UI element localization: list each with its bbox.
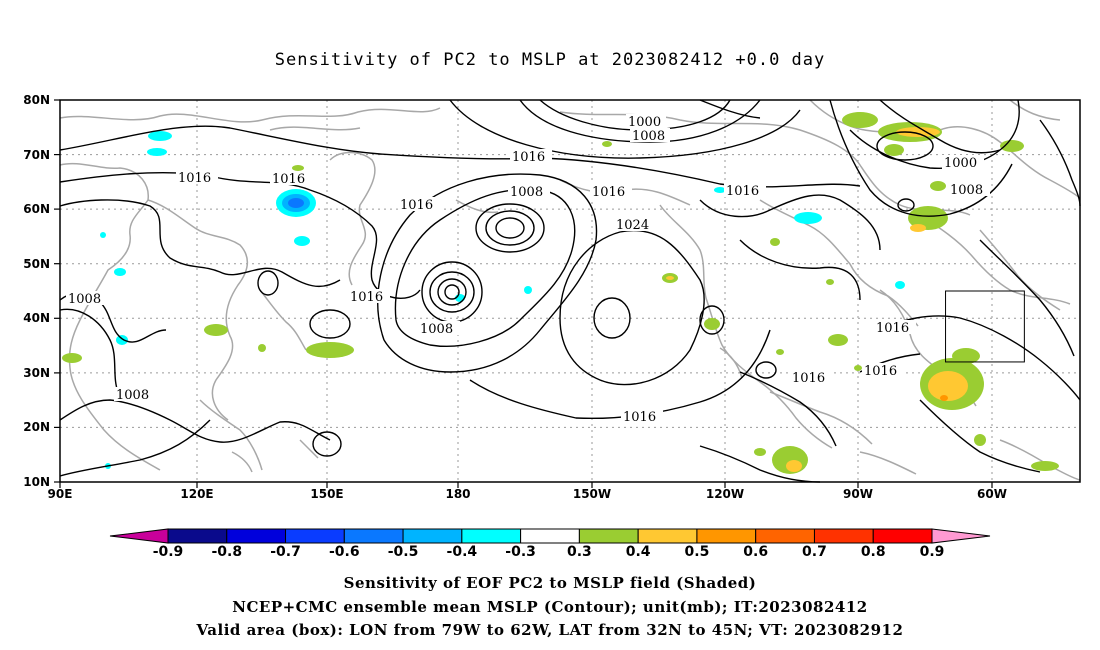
contour-label: 1016 [592,185,625,200]
contour-label: 1024 [616,218,649,233]
colorbar-cell [343,528,404,544]
lon-label: 90W [843,487,873,501]
lon-label: 120W [706,487,744,501]
colorbar-label: 0.8 [861,544,886,560]
colorbar-label: -0.4 [447,544,478,560]
colorbar-label: -0.7 [270,544,301,560]
lat-label: 40N [23,311,50,325]
caption-shaded: Sensitivity of EOF PC2 to MSLP field (Sh… [343,574,757,592]
colorbar-label: 0.7 [802,544,827,560]
colorbar-low-arrow [109,528,169,544]
colorbar-label: -0.9 [153,544,184,560]
lat-label: 80N [23,93,50,107]
colorbar-high-arrow [931,528,991,544]
lat-label: 10N [23,475,50,489]
colorbar-cell [285,528,345,544]
contour-label: 1016 [623,410,656,425]
contour-label: 1008 [68,292,101,307]
contour-label: 1000 [628,115,661,130]
contour-label: 1016 [876,321,909,336]
contour-label: 1016 [512,150,545,165]
colorbar-cell [813,528,874,544]
latitude-labels: 80N 70N 60N 50N 40N 30N 20N 10N [23,93,50,489]
colorbar-cell [167,528,228,544]
lon-label: 90E [48,487,73,501]
contour-label: 1008 [950,183,983,198]
contour-label: 1008 [510,185,543,200]
colorbar-label: -0.3 [505,544,536,560]
lon-label: 60W [977,487,1007,501]
map-plot-area [60,100,1080,482]
lon-label: 150E [310,487,343,501]
colorbar-cell [461,528,522,544]
contour-label: 1016 [792,371,825,386]
contour-label: 1000 [944,156,977,171]
contour-label: 1008 [116,388,149,403]
colorbar-label: -0.6 [329,544,360,560]
lat-label: 50N [23,257,50,271]
colorbar-cell [696,528,757,544]
colorbar-label: 0.9 [920,544,945,560]
contour-label: 1016 [178,171,211,186]
caption-contour: NCEP+CMC ensemble mean MSLP (Contour); u… [232,598,868,616]
colorbar-cell [872,528,933,544]
valid-area-box [945,290,1025,363]
colorbar-cell [578,528,639,544]
lat-label: 60N [23,202,50,216]
colorbar-cell [755,528,815,544]
colorbar-cell [226,528,287,544]
lon-label: 180 [445,487,470,501]
contour-label: 1016 [726,184,759,199]
colorbar-cell [520,528,580,544]
colorbar-label: 0.5 [685,544,710,560]
contour-label: 1016 [864,364,897,379]
sensitivity-shading [62,112,1059,474]
lat-label: 70N [23,148,50,162]
colorbar-label: -0.5 [388,544,419,560]
colorbar-label: 0.3 [567,544,592,560]
map-title: Sensitivity of PC2 to MSLP at 2023082412… [274,50,826,70]
lon-label: 150W [573,487,611,501]
contour-labels: 1000 1008 1016 1016 1016 1008 1016 1024 … [66,114,990,425]
longitude-labels: 90E 120E 150E 180 150W 120W 90W 60W [48,487,1007,501]
colorbar: -0.9 -0.8 -0.7 -0.6 -0.5 -0.4 -0.3 0.3 0.4 0.5 0.6… [109,528,991,560]
lon-label: 120E [180,487,213,501]
contour-label: 1008 [632,129,665,144]
contour-label: 1016 [400,198,433,213]
lat-label: 20N [23,420,50,434]
colorbar-label: -0.8 [211,544,242,560]
contour-label: 1008 [420,322,453,337]
caption-valid-area: Valid area (box): LON from 79W to 62W, L… [196,621,904,639]
colorbar-label: 0.6 [743,544,768,560]
contour-label: 1016 [350,290,383,305]
map-frame [59,99,1081,483]
mslp-contours [59,99,1081,483]
lat-label: 30N [23,366,50,380]
axis-ticks [54,99,993,488]
colorbar-label: 0.4 [626,544,651,560]
colorbar-cell [637,528,698,544]
contour-label: 1016 [272,172,305,187]
colorbar-cell [402,528,463,544]
